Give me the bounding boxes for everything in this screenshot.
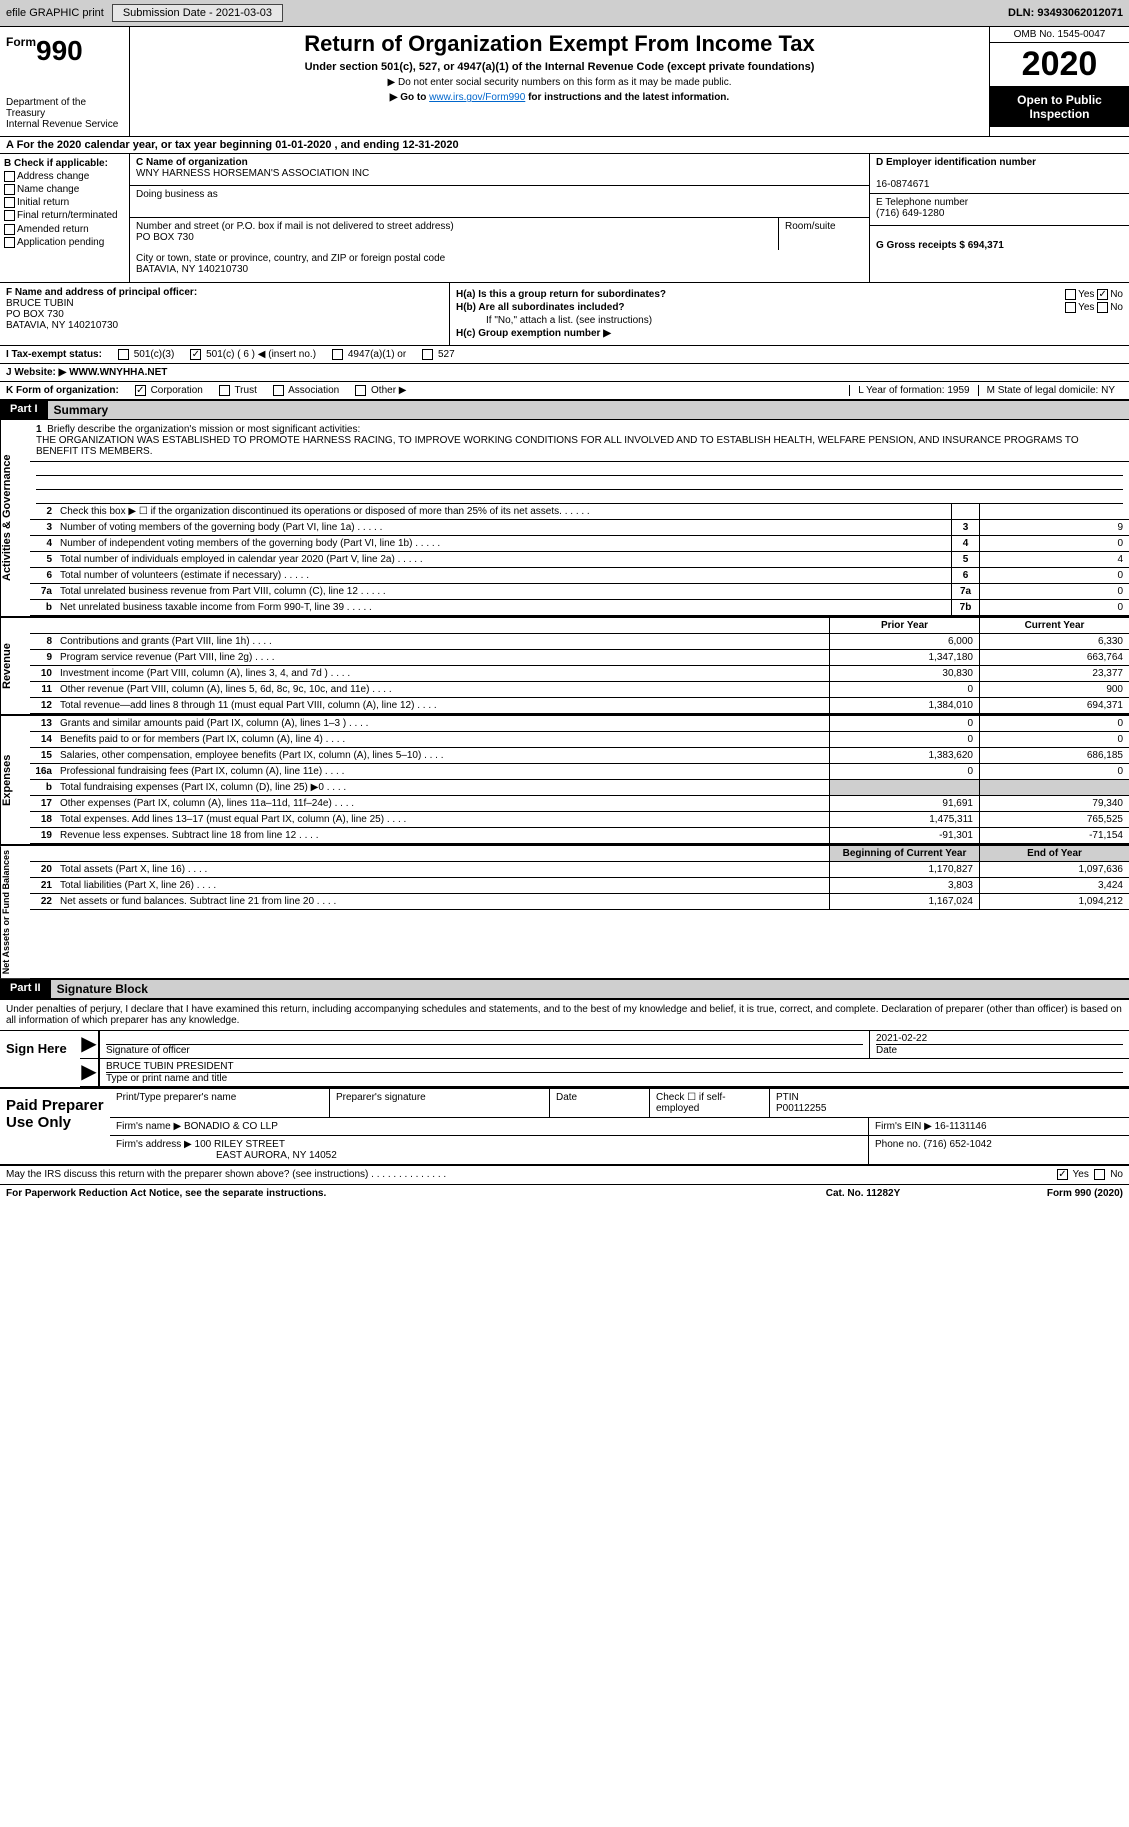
city-label: City or town, state or province, country… [136, 253, 863, 264]
chk-pending[interactable]: Application pending [17, 237, 104, 248]
officer-name: BRUCE TUBIN [6, 298, 74, 309]
vtab-net: Net Assets or Fund Balances [0, 846, 30, 978]
officer-addr1: PO BOX 730 [6, 309, 64, 320]
f-label: F Name and address of principal officer: [6, 287, 197, 298]
chk-name[interactable]: Name change [17, 184, 79, 195]
hc-label: H(c) Group exemption number ▶ [456, 328, 611, 339]
chk-address[interactable]: Address change [17, 171, 89, 182]
e-label: E Telephone number [876, 197, 968, 208]
tax-year: 2020 [990, 43, 1129, 87]
chk-final[interactable]: Final return/terminated [17, 211, 118, 222]
irs-label: Internal Revenue Service [6, 119, 123, 130]
goto-note: ▶ Go to www.irs.gov/Form990 for instruct… [134, 92, 985, 103]
form-subtitle: Under section 501(c), 527, or 4947(a)(1)… [134, 61, 985, 73]
omb-number: OMB No. 1545-0047 [990, 27, 1129, 43]
vtab-expenses: Expenses [0, 716, 30, 844]
room-label: Room/suite [779, 218, 869, 250]
chk-amended[interactable]: Amended return [17, 224, 89, 235]
section-f: F Name and address of principal officer:… [0, 283, 1129, 346]
public-inspection: Open to Public Inspection [990, 87, 1129, 127]
b-label: B Check if applicable: [4, 158, 108, 169]
signature-block: Under penalties of perjury, I declare th… [0, 999, 1129, 1087]
city-value: BATAVIA, NY 140210730 [136, 264, 863, 275]
d-label: D Employer identification number [876, 157, 1036, 168]
addr-value: PO BOX 730 [136, 232, 772, 243]
efile-label: efile GRAPHIC print [6, 7, 104, 19]
m-state: M State of legal domicile: NY [978, 385, 1123, 396]
submission-date-button[interactable]: Submission Date - 2021-03-03 [112, 4, 283, 22]
sign-here: Sign Here [0, 1031, 80, 1087]
officer-addr2: BATAVIA, NY 140210730 [6, 320, 118, 331]
brief-label: Briefly describe the organization's miss… [47, 424, 360, 435]
part1-header: Part I Summary [0, 401, 1129, 420]
addr-label: Number and street (or P.O. box if mail i… [136, 221, 772, 232]
c-label: C Name of organization [136, 157, 248, 168]
form-title: Return of Organization Exempt From Incom… [134, 31, 985, 57]
j-website: J Website: ▶ WWW.WNYHHA.NET [6, 367, 167, 378]
org-name: WNY HARNESS HORSEMAN'S ASSOCIATION INC [136, 168, 369, 179]
section-b: B Check if applicable: Address change Na… [0, 154, 1129, 283]
tax-year-row: A For the 2020 calendar year, or tax yea… [0, 137, 1129, 154]
efile-header: efile GRAPHIC print Submission Date - 20… [0, 0, 1129, 27]
phone-value: (716) 649-1280 [876, 208, 944, 219]
dept-treasury: Department of the Treasury [6, 97, 123, 119]
footer: For Paperwork Reduction Act Notice, see … [0, 1185, 1129, 1202]
website-row: J Website: ▶ WWW.WNYHHA.NET [0, 364, 1129, 382]
hb-note: If "No," attach a list. (see instruction… [456, 315, 1123, 326]
part2-header: Part II Signature Block [0, 980, 1129, 999]
tax-exempt-row: I Tax-exempt status: 501(c)(3) 501(c) ( … [0, 346, 1129, 364]
irs-link[interactable]: www.irs.gov/Form990 [429, 92, 525, 103]
l-year: L Year of formation: 1959 [849, 385, 977, 396]
dba-label: Doing business as [136, 189, 218, 200]
ha-label: H(a) Is this a group return for subordin… [456, 289, 666, 300]
hb-label: H(b) Are all subordinates included? [456, 302, 625, 313]
dln-label: DLN: 93493062012071 [1008, 7, 1123, 19]
chk-initial[interactable]: Initial return [17, 197, 69, 208]
g-gross: G Gross receipts $ 694,371 [876, 240, 1004, 251]
perjury-declaration: Under penalties of perjury, I declare th… [0, 1000, 1129, 1030]
paid-preparer: Paid Preparer Use Only Print/Type prepar… [0, 1087, 1129, 1166]
vtab-governance: Activities & Governance [0, 420, 30, 616]
vtab-revenue: Revenue [0, 618, 30, 714]
ein-value: 16-0874671 [876, 179, 929, 190]
ssn-note: ▶ Do not enter social security numbers o… [134, 77, 985, 88]
mission-text: THE ORGANIZATION WAS ESTABLISHED TO PROM… [36, 435, 1079, 457]
discuss-row: May the IRS discuss this return with the… [0, 1166, 1129, 1184]
form-header: Form990 Department of the Treasury Inter… [0, 27, 1129, 137]
form-number: Form990 [6, 35, 123, 67]
i-label: I Tax-exempt status: [6, 349, 102, 360]
form-org-row: K Form of organization: Corporation Trus… [0, 382, 1129, 401]
